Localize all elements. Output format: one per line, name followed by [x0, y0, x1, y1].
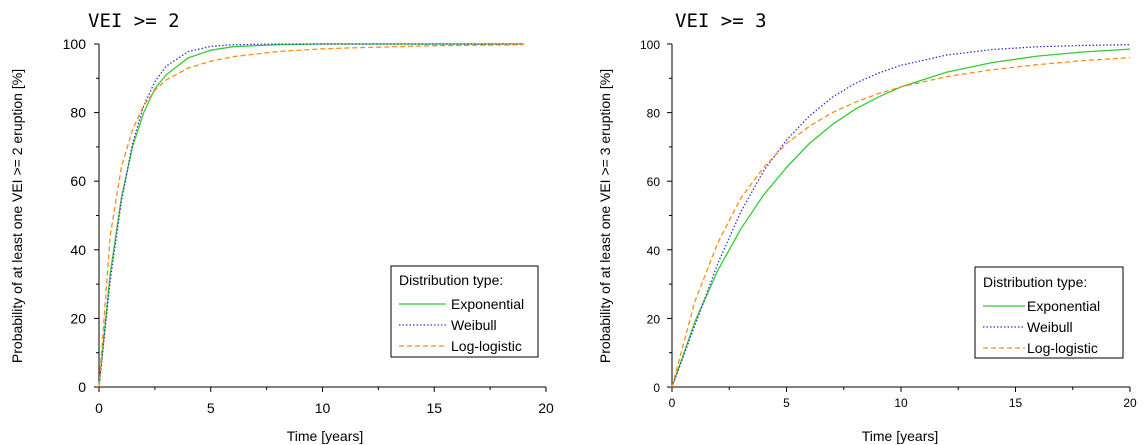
y-tick-label: 60	[647, 175, 661, 189]
chart-panel-vei2: VEI >= 2 Time [years] Probability of at …	[9, 10, 554, 444]
y-tick-label: 20	[70, 310, 86, 326]
legend-title: Distribution type:	[983, 274, 1087, 290]
x-tick-label: 5	[207, 400, 215, 416]
x-tick-label: 10	[894, 396, 908, 410]
legend-box	[390, 265, 539, 358]
y-tick-label: 80	[647, 107, 661, 121]
y-tick-label: 40	[70, 242, 86, 258]
y-tick-label: 0	[78, 379, 86, 395]
x-tick-label: 15	[426, 400, 442, 416]
legend-label-weibull: Weibull	[1027, 319, 1073, 335]
x-tick-label: 20	[538, 400, 554, 416]
series-lines	[98, 43, 524, 388]
legend-box	[974, 266, 1124, 359]
chart-title: VEI >= 3	[675, 10, 767, 32]
y-tick-label: 40	[647, 244, 661, 258]
legend-label-weibull: Weibull	[451, 317, 497, 333]
chart-title: VEI >= 2	[88, 10, 180, 32]
axes	[94, 43, 547, 392]
y-tick-label: 60	[70, 173, 86, 189]
x-tick-label: 10	[315, 400, 331, 416]
axes	[667, 43, 1131, 392]
series-lines	[671, 44, 1131, 388]
y-tick-label: 0	[653, 381, 660, 395]
x-tick-label: 5	[783, 396, 790, 410]
x-tick-label: 15	[1009, 396, 1023, 410]
chart-panel-vei3: VEI >= 3 Time [years] Probability of at …	[597, 10, 1137, 444]
legend-label-loglogistic: Log-logistic	[1027, 340, 1098, 356]
tick-labels: 0 20 40 60 80 100 0 5 10 15 20	[640, 38, 1137, 410]
legend-title: Distribution type:	[399, 272, 503, 288]
y-tick-label: 100	[640, 38, 660, 52]
x-axis-label: Time [years]	[862, 428, 939, 444]
series-line-weibull	[98, 43, 524, 388]
x-tick-label: 20	[1123, 396, 1137, 410]
legend: Distribution type: Exponential Weibull L…	[974, 266, 1124, 359]
legend-label-exponential: Exponential	[1027, 298, 1100, 314]
x-axis-label: Time [years]	[287, 428, 364, 444]
x-tick-label: 0	[95, 400, 103, 416]
x-tick-label: 0	[669, 396, 676, 410]
y-axis-label: Probability of at least one VEI >= 2 eru…	[9, 69, 25, 363]
y-tick-label: 80	[70, 105, 86, 121]
series-line-log-logistic	[671, 57, 1131, 388]
y-tick-label: 20	[647, 312, 661, 326]
legend-label-exponential: Exponential	[451, 296, 524, 312]
tick-labels: 0 20 40 60 80 100 0 5 10 15 20	[63, 36, 554, 416]
y-tick-label: 100	[63, 36, 87, 52]
legend: Distribution type: Exponential Weibull L…	[390, 265, 539, 358]
legend-label-loglogistic: Log-logistic	[451, 338, 522, 354]
series-line-exponential	[671, 48, 1131, 388]
series-line-log-logistic	[98, 44, 524, 388]
y-axis-label: Probability of at least one VEI >= 3 eru…	[597, 69, 613, 363]
